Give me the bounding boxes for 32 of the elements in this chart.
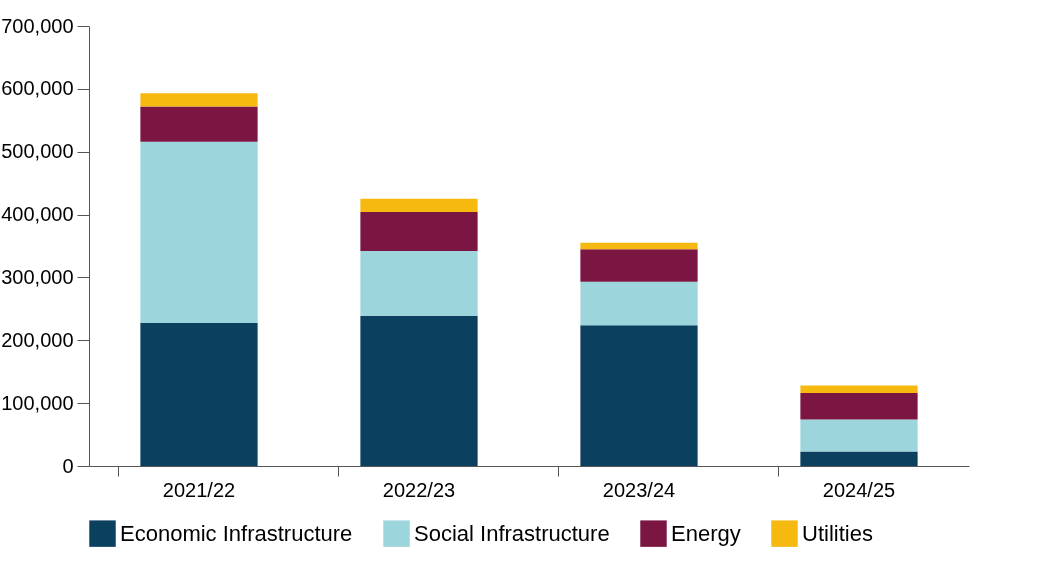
bar <box>580 242 698 250</box>
bar <box>580 281 698 326</box>
bar <box>800 419 918 452</box>
x-tick-label: 2021/22 <box>162 478 236 501</box>
y-tick-label: 600,000 <box>1 77 74 100</box>
y-tick-label: 700,000 <box>1 14 74 37</box>
y-tick-label: 0 <box>62 454 74 477</box>
bar <box>360 315 478 466</box>
bar <box>140 322 258 466</box>
bar <box>800 393 918 420</box>
x-tick-label: 2024/25 <box>822 478 896 501</box>
bar <box>360 198 478 213</box>
bar <box>360 212 478 252</box>
y-tick-label: 200,000 <box>1 328 74 351</box>
bar <box>140 106 258 142</box>
bar <box>800 451 918 466</box>
y-tick-label: 500,000 <box>1 140 74 163</box>
y-tick-label: 100,000 <box>1 391 74 414</box>
bar <box>580 325 698 466</box>
legend-label: Energy <box>671 520 741 546</box>
legend-label: Social Infrastructure <box>414 520 610 546</box>
y-tick-label: 400,000 <box>1 203 74 226</box>
x-tick-label: 2022/23 <box>382 478 456 501</box>
legend-label: Utilities <box>802 520 873 546</box>
y-tick-label: 300,000 <box>1 265 74 288</box>
bar <box>800 385 918 394</box>
legend-label: Economic Infrastructure <box>120 520 353 546</box>
bar <box>140 93 258 107</box>
x-tick-label: 2023/24 <box>602 478 676 501</box>
bar <box>140 141 258 323</box>
bar <box>360 251 478 316</box>
bar <box>580 249 698 282</box>
